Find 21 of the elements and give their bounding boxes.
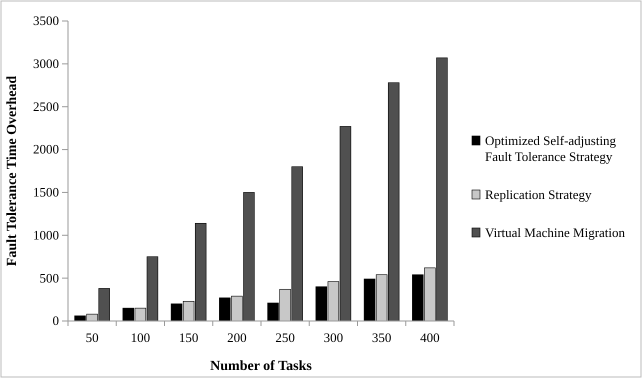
y-tick-label: 1000 (33, 227, 59, 242)
y-tick-label: 500 (40, 270, 59, 286)
x-tick-label: 50 (86, 330, 99, 346)
x-tick-label: 300 (324, 330, 344, 346)
legend-label: Optimized Self-adjusting Fault Tolerance Strategy (485, 133, 617, 164)
x-tick-label: 350 (372, 330, 392, 346)
y-tick-label: 1500 (33, 184, 59, 200)
legend-label: Virtual Machine Migration (485, 225, 626, 240)
x-tick-label: 200 (227, 330, 247, 346)
x-tick-label: 400 (420, 330, 440, 346)
y-tick-label: 3000 (33, 56, 59, 72)
legend-label: Replication Strategy (485, 187, 592, 202)
y-axis-title: Fault Tolerance Time Overhead (5, 76, 20, 266)
x-tick-label: 100 (130, 330, 150, 346)
y-tick-label: 0 (52, 313, 59, 328)
x-axis-title: Number of Tasks (210, 359, 312, 374)
y-tick-label: 2500 (33, 98, 59, 114)
y-tick-label: 3500 (33, 13, 59, 28)
x-tick-label: 150 (178, 330, 198, 346)
x-tick-label: 250 (275, 330, 295, 346)
y-tick-label: 2000 (33, 142, 59, 157)
